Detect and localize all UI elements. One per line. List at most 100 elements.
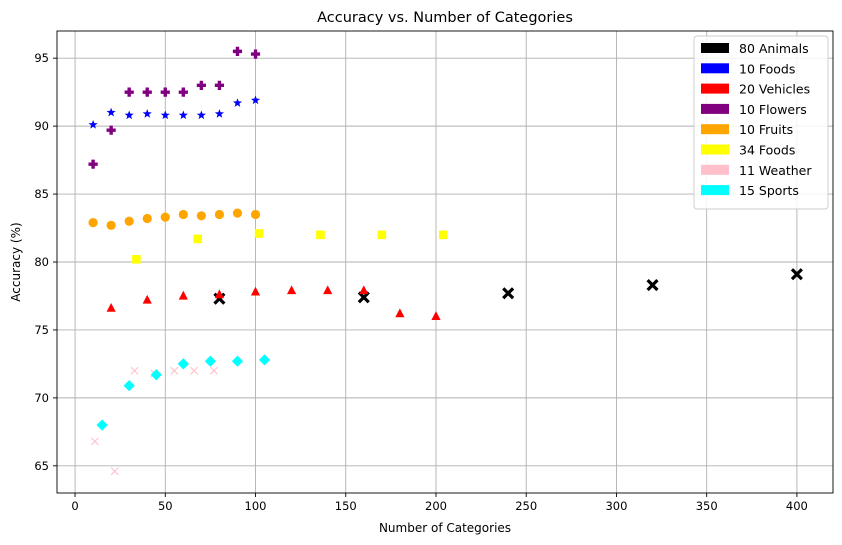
data-point — [431, 311, 441, 320]
data-point — [196, 80, 206, 90]
x-tick-label: 350 — [696, 499, 718, 513]
data-point — [357, 291, 370, 304]
x-tick-label: 250 — [515, 499, 537, 513]
data-point — [106, 303, 116, 312]
data-point — [124, 216, 134, 226]
data-point — [287, 285, 297, 295]
data-point — [123, 380, 135, 392]
data-point — [231, 355, 244, 367]
legend-item: 10 Fruits — [701, 122, 793, 137]
data-point — [316, 230, 325, 240]
chart-title: Accuracy vs. Number of Categories — [317, 10, 573, 26]
data-point — [196, 211, 206, 221]
data-point — [106, 220, 116, 230]
data-point — [214, 109, 224, 118]
y-tick-label: 85 — [34, 187, 49, 201]
x-tick-label: 200 — [425, 499, 447, 513]
data-point — [160, 212, 170, 222]
data-point — [232, 98, 243, 107]
data-point — [214, 209, 225, 220]
legend-swatch — [701, 164, 729, 175]
data-point — [88, 159, 98, 169]
data-point — [142, 109, 152, 118]
legend-swatch — [701, 63, 729, 74]
series-15-sports — [96, 354, 271, 431]
legend-label: 15 Sports — [739, 183, 799, 198]
data-point — [254, 229, 264, 238]
data-point — [160, 87, 170, 97]
data-point — [150, 369, 162, 381]
x-tick-label: 0 — [71, 499, 78, 513]
data-point — [196, 110, 206, 120]
series-10-flowers — [88, 46, 261, 169]
data-point — [177, 358, 189, 370]
legend-swatch — [701, 43, 729, 53]
legend-label: 10 Foods — [739, 61, 795, 76]
x-tick-label: 100 — [245, 499, 267, 513]
data-point — [124, 110, 134, 120]
legend-label: 20 Vehicles — [739, 82, 810, 97]
legend-swatch — [701, 83, 729, 94]
legend-label: 34 Foods — [739, 143, 795, 158]
legend-item: 10 Foods — [701, 61, 795, 76]
data-point — [210, 366, 218, 375]
data-point — [395, 308, 405, 318]
data-point — [258, 354, 271, 366]
legend: 80 Animals 10 Foods 20 Vehicles 10 Flowers 1… — [693, 35, 829, 210]
legend-swatch — [701, 185, 729, 196]
legend-swatch — [701, 103, 729, 114]
data-point — [232, 46, 243, 56]
legend-label: 11 Weather — [739, 163, 812, 178]
legend-item: 15 Sports — [701, 183, 799, 198]
data-point — [178, 110, 188, 120]
legend-label: 10 Fruits — [739, 122, 793, 137]
data-point — [178, 290, 188, 300]
data-point — [377, 230, 387, 240]
data-points — [88, 46, 803, 476]
data-point — [106, 125, 116, 135]
x-tick-label: 150 — [335, 499, 357, 513]
data-point — [190, 366, 199, 375]
legend-label: 10 Flowers — [739, 102, 807, 117]
legend-item: 80 Animals — [701, 41, 809, 56]
y-tick-label: 65 — [34, 459, 49, 473]
x-tick-label: 50 — [158, 499, 173, 513]
legend-swatch — [701, 144, 729, 155]
data-point — [142, 213, 152, 224]
data-point — [178, 87, 188, 97]
y-axis-label: Accuracy (%) — [9, 222, 23, 301]
data-point — [160, 110, 170, 120]
data-point — [178, 209, 188, 220]
legend-label: 80 Animals — [739, 41, 809, 56]
y-tick-label: 80 — [34, 255, 49, 269]
data-point — [250, 49, 261, 59]
series-10-foods — [88, 95, 261, 129]
data-point — [110, 467, 119, 476]
series-10-fruits — [88, 208, 261, 230]
data-point — [142, 294, 152, 304]
data-point — [250, 95, 261, 105]
series-20-vehicles — [106, 285, 441, 320]
legend-item: 34 Foods — [701, 143, 795, 158]
data-point — [132, 254, 141, 264]
x-tick-label: 300 — [605, 499, 627, 513]
data-point — [232, 208, 243, 218]
legend-item: 11 Weather — [701, 163, 812, 178]
data-point — [88, 217, 98, 228]
data-point — [90, 437, 99, 446]
data-point — [646, 279, 659, 292]
data-point — [130, 366, 139, 375]
data-point — [359, 285, 369, 295]
series-34-foods — [132, 229, 448, 264]
data-point — [790, 268, 803, 281]
data-point — [124, 87, 134, 97]
y-tick-label: 95 — [34, 51, 49, 65]
x-tick-label: 400 — [786, 499, 808, 513]
y-tick-label: 90 — [34, 119, 49, 133]
data-point — [438, 230, 448, 240]
data-point — [323, 285, 333, 295]
data-point — [204, 355, 216, 367]
y-tick-label: 70 — [34, 391, 49, 405]
